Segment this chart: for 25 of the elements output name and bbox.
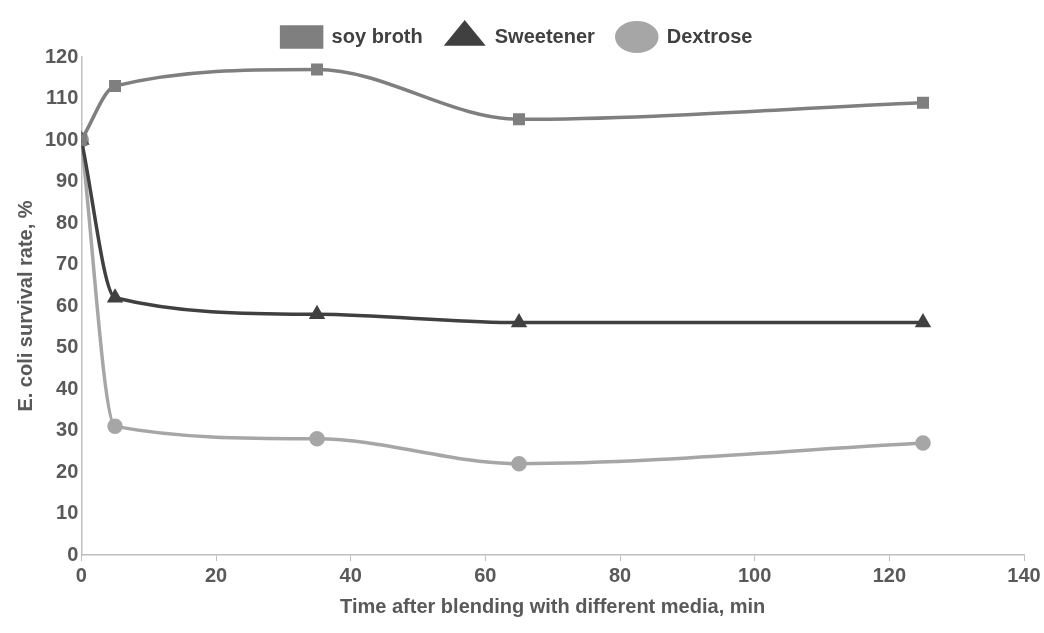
y-tick-label: 110 xyxy=(46,86,79,109)
legend-label: Dextrose xyxy=(666,24,753,47)
y-tick-label: 70 xyxy=(56,252,79,275)
y-tick-label: 0 xyxy=(67,542,79,565)
x-tick-label: 60 xyxy=(474,563,497,586)
x-tick-label: 40 xyxy=(339,563,362,586)
y-tick-label: 80 xyxy=(56,210,79,233)
legend-label: soy broth xyxy=(331,24,423,47)
x-axis-title: Time after blending with different media, min xyxy=(340,594,766,617)
x-tick-label: 120 xyxy=(872,563,907,586)
x-tick-label: 100 xyxy=(737,563,772,586)
y-tick-label: 40 xyxy=(56,376,79,399)
y-tick-label: 10 xyxy=(56,501,79,524)
y-tick-label: 60 xyxy=(56,293,79,316)
y-tick-label: 50 xyxy=(56,335,79,358)
y-axis-title: E. coli survival rate, % xyxy=(13,200,36,412)
y-tick-label: 100 xyxy=(44,127,79,150)
legend-label: Sweetener xyxy=(494,24,595,47)
x-tick-label: 80 xyxy=(608,563,632,586)
x-tick-label: 20 xyxy=(204,563,228,586)
y-tick-label: 90 xyxy=(56,169,79,192)
y-tick-label: 20 xyxy=(56,459,79,482)
x-tick-label: 140 xyxy=(1007,563,1041,586)
y-tick-label: 120 xyxy=(44,44,79,67)
y-tick-label: 30 xyxy=(56,418,79,441)
